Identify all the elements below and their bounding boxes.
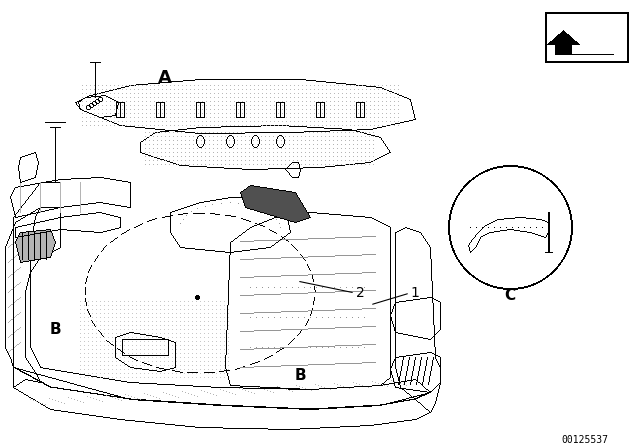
Text: C: C xyxy=(504,288,516,302)
Text: B: B xyxy=(294,367,306,383)
Text: A: A xyxy=(158,69,172,87)
Text: B: B xyxy=(49,323,61,337)
Text: 2: 2 xyxy=(356,286,364,300)
Text: 1: 1 xyxy=(411,286,419,300)
Text: 00125537: 00125537 xyxy=(561,435,609,445)
